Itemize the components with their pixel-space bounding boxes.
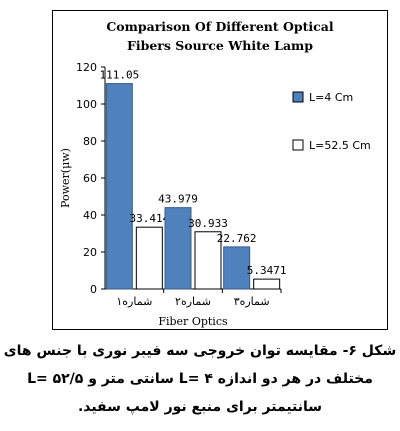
x-tick-label: شماره۱ xyxy=(116,295,152,308)
chart-frame: Comparison Of Different Optical Fibers S… xyxy=(52,10,388,330)
y-tick-label: 100 xyxy=(76,98,97,111)
x-axis-label: Fiber Optics xyxy=(158,315,228,328)
y-tick-label: 60 xyxy=(83,172,97,185)
data-label-2-1: 33.414 xyxy=(129,212,169,225)
bar-chart: Comparison Of Different Optical Fibers S… xyxy=(59,19,371,328)
bar-2-1 xyxy=(135,226,163,290)
caption-line-1: شکل ۶- مقایسه توان خروجی سه فیبر نوری با… xyxy=(3,343,397,359)
data-label-1-3: 22.762 xyxy=(217,232,257,245)
bar-1-2 xyxy=(164,207,192,290)
legend: L=4 Cm L=52.5 Cm xyxy=(292,91,371,152)
bar-1-3 xyxy=(223,246,251,290)
chart-title-line-1: Comparison Of Different Optical xyxy=(106,19,334,34)
data-label-1-1: 111.05 xyxy=(99,69,139,82)
legend-label-1: L=4 Cm xyxy=(309,91,353,104)
chart-title-line-2: Fibers Source White Lamp xyxy=(127,38,313,53)
legend-swatch-2 xyxy=(292,139,304,151)
y-tick-label: 40 xyxy=(83,209,97,222)
bar-2-2 xyxy=(194,231,222,290)
y-tick-label: 80 xyxy=(83,135,97,148)
y-axis-label: Power(μw) xyxy=(59,148,72,208)
legend-label-2: L=52.5 Cm xyxy=(309,139,371,152)
data-label-1-2: 43.979 xyxy=(158,193,198,206)
y-tick-label: 20 xyxy=(83,246,97,259)
figure-caption: شکل ۶- مقایسه توان خروجی سه فیبر نوری با… xyxy=(0,337,400,421)
bar-2-3 xyxy=(253,278,281,290)
data-label-2-3: 5.3471 xyxy=(247,264,287,277)
data-label-2-2: 30.933 xyxy=(188,217,228,230)
y-tick-label: 0 xyxy=(90,283,97,296)
bar-1-1 xyxy=(105,83,133,290)
x-tick-label: شماره۲ xyxy=(175,295,211,308)
x-tick-label: شماره۳ xyxy=(234,295,270,308)
caption-line-3: سانتیمتر برای منبع نور لامپ سفید. xyxy=(77,399,323,415)
y-tick-label: 120 xyxy=(76,61,97,74)
legend-swatch-1 xyxy=(292,91,304,103)
caption-line-2: مختلف در هر دو اندازه L= ۴ سانتی متر و L… xyxy=(27,371,373,387)
plot-area: 0 20 40 60 80 100 120 شماره۱ 111.05 33.414 شماره۲ 4… xyxy=(76,61,287,308)
